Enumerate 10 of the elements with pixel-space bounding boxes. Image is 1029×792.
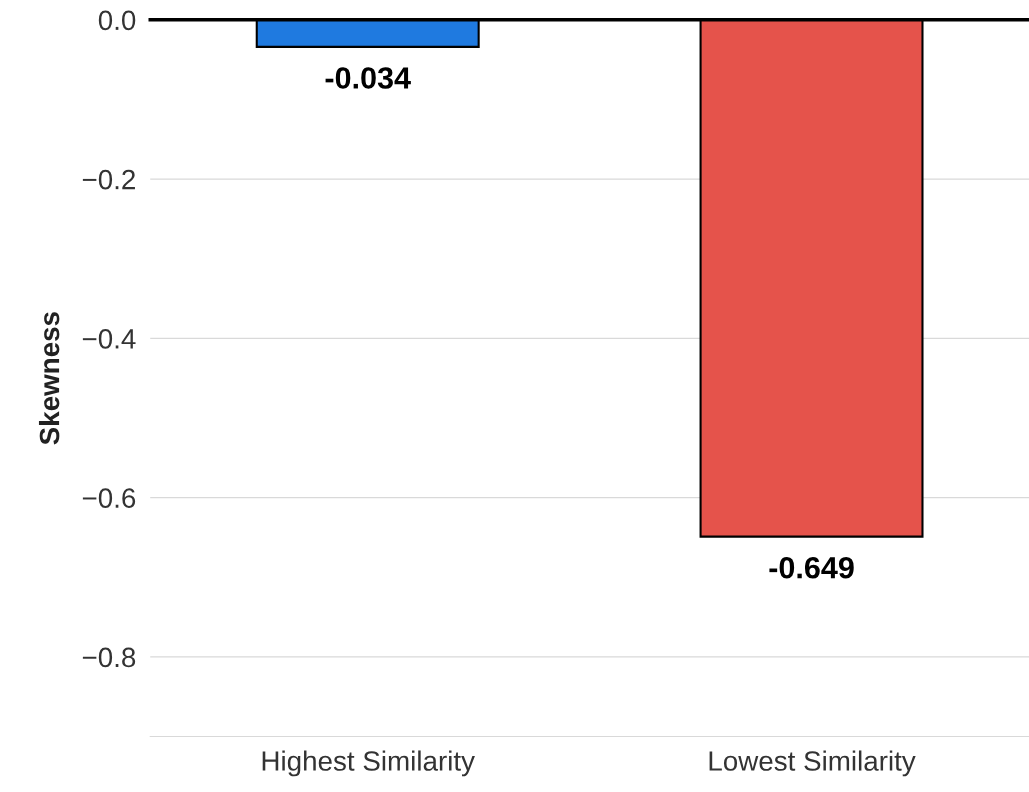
data-label: -0.649: [769, 556, 854, 579]
x-tick-label: Lowest Similarity: [709, 750, 916, 777]
y-tick-label: −0.6: [82, 488, 136, 508]
y-tick-label: −0.2: [82, 169, 135, 190]
y-tick-label: −0.4: [82, 329, 136, 349]
y-tick-label: 0.0: [98, 10, 136, 31]
x-tick-label: Highest Similarity: [262, 750, 475, 777]
data-label: -0.034: [325, 67, 411, 89]
y-tick-label: −0.8: [82, 647, 136, 668]
y-axis-title: Skewness: [38, 312, 60, 445]
